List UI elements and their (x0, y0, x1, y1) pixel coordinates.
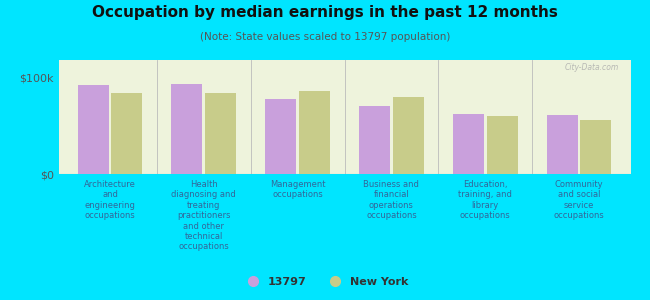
Text: Business and
financial
operations
occupations: Business and financial operations occupa… (363, 180, 419, 220)
Bar (580, 120, 611, 174)
Text: Occupation by median earnings in the past 12 months: Occupation by median earnings in the pas… (92, 4, 558, 20)
Text: (Note: State values scaled to 13797 population): (Note: State values scaled to 13797 popu… (200, 32, 450, 41)
Bar (265, 99, 296, 174)
Bar (547, 115, 577, 174)
Bar (172, 84, 202, 174)
Bar (112, 93, 142, 174)
Bar (453, 114, 484, 174)
Bar (299, 91, 330, 174)
Text: Education,
training, and
library
occupations: Education, training, and library occupat… (458, 180, 512, 220)
Legend: 13797, New York: 13797, New York (237, 273, 413, 291)
Bar (205, 93, 236, 174)
Text: Architecture
and
engineering
occupations: Architecture and engineering occupations (84, 180, 136, 220)
Bar (487, 116, 517, 174)
Bar (359, 106, 390, 174)
Text: Community
and social
service
occupations: Community and social service occupations (554, 180, 604, 220)
Bar (78, 85, 109, 174)
Text: Health
diagnosing and
treating
practitioners
and other
technical
occupations: Health diagnosing and treating practitio… (172, 180, 236, 251)
Text: City-Data.com: City-Data.com (565, 63, 619, 72)
Text: Management
occupations: Management occupations (270, 180, 326, 200)
Bar (393, 97, 424, 174)
